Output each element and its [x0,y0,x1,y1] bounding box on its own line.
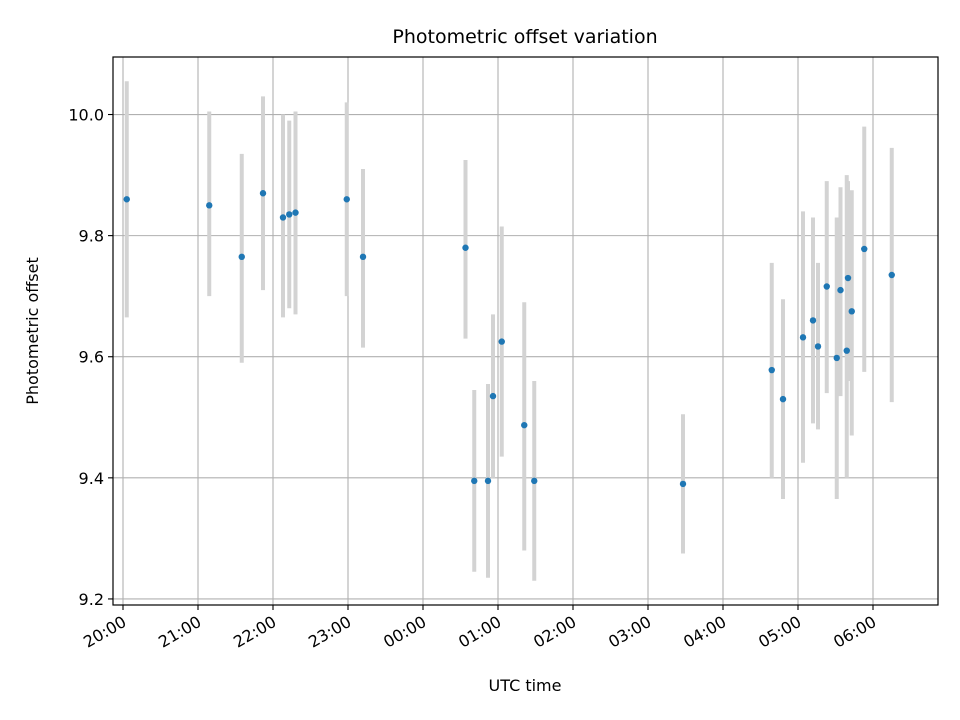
data-point [679,480,687,488]
data-point [799,334,807,341]
data-point [279,214,287,221]
data-point [462,244,469,251]
y-tick-label: 9.2 [79,590,104,609]
data-point [123,196,130,203]
y-tick-label: 10.0 [68,106,104,125]
data-point [809,317,817,324]
data-points [123,190,895,488]
data-point [848,308,855,315]
data-point [843,347,850,354]
data-point [259,190,267,197]
data-point [823,283,830,290]
y-axis-ticks: 9.2 9.4 9.6 9.8 10.0 [68,106,113,609]
data-point [531,477,538,485]
data-point [768,366,775,374]
data-point [888,271,895,279]
data-point [779,395,787,403]
data-point [837,286,844,294]
chart-title: Photometric offset variation [392,26,657,48]
data-point [206,202,213,209]
data-point [292,209,299,216]
data-point [343,196,350,203]
data-point [814,343,822,350]
y-tick-label: 9.6 [79,348,104,367]
data-point [844,274,852,282]
data-point [498,338,505,345]
data-point [861,245,868,253]
data-point [489,392,497,400]
data-point [484,477,492,485]
data-point [238,253,245,261]
data-point [359,253,367,261]
data-point [286,211,293,218]
y-axis-title: Photometric offset [23,257,42,405]
y-tick-label: 9.4 [79,469,104,488]
plot-frame [112,56,939,606]
data-point [471,477,478,485]
data-point [521,421,528,429]
x-axis-title: UTC time [489,676,562,695]
data-point [833,354,840,362]
y-tick-label: 9.8 [79,227,104,246]
